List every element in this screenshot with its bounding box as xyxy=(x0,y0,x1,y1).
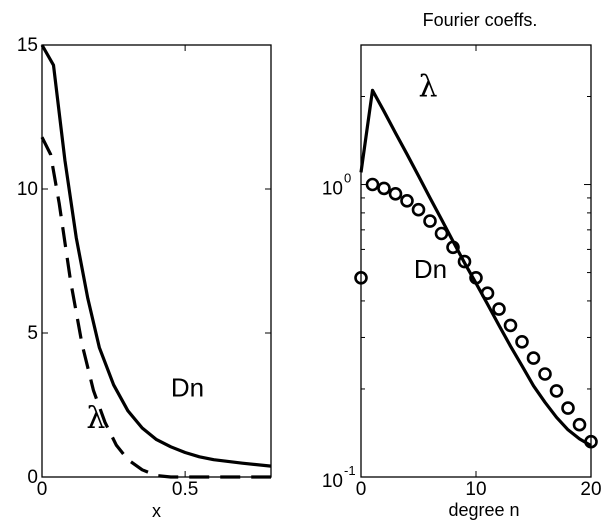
right-x-tick-label: 0 xyxy=(356,479,367,500)
left-panel: 0 0.5 0 5 10 15 Dn λ x xyxy=(17,35,272,521)
left-dashed-line xyxy=(40,136,271,479)
right-x-tick-label: 10 xyxy=(465,479,486,500)
left-y-tick-label: 10 xyxy=(17,179,38,200)
right-dn-marker xyxy=(365,177,380,192)
right-dn-marker xyxy=(400,194,414,208)
right-dn-marker xyxy=(423,214,437,228)
right-dn-marker xyxy=(411,202,426,217)
right-lambda-label: λ xyxy=(419,69,438,104)
left-annotations: Dn λ xyxy=(86,372,204,436)
right-dn-marker xyxy=(469,270,483,285)
right-dn-marker xyxy=(538,367,552,381)
right-dn-marker xyxy=(503,318,518,333)
right-dn-marker xyxy=(515,334,529,349)
left-solid-line xyxy=(40,44,272,468)
left-y-tick-label: 0 xyxy=(27,467,38,488)
right-dn-marker xyxy=(446,240,460,255)
right-y-tick-label: 10 xyxy=(322,471,343,492)
right-x-tick-label: 20 xyxy=(580,479,601,500)
left-y-tick-label: 5 xyxy=(27,323,38,344)
right-dn-marker xyxy=(457,254,472,269)
right-x-axis-label: degree n xyxy=(448,500,519,520)
right-dn-marker xyxy=(354,270,368,285)
left-series xyxy=(40,44,272,479)
left-plot-frame xyxy=(41,44,272,478)
right-dn-marker xyxy=(480,286,495,301)
right-y-tick-label: 10 xyxy=(322,179,343,200)
right-dn-label: Dn xyxy=(414,254,447,284)
left-x-tick-label: 0.5 xyxy=(172,479,198,500)
right-y-tick-exponent: 0 xyxy=(344,171,351,186)
right-dn-marker xyxy=(549,384,564,398)
left-ticks: 0 0.5 0 5 10 15 xyxy=(17,35,271,500)
right-dn-marker xyxy=(526,351,541,365)
left-lambda-label: λ xyxy=(86,401,105,436)
left-y-tick-label: 15 xyxy=(17,35,38,56)
right-chart-title: Fourier coeffs. xyxy=(423,10,538,30)
right-dn-marker xyxy=(434,226,449,241)
right-dn-marker xyxy=(561,401,575,415)
right-series xyxy=(354,88,598,449)
right-dn-marker xyxy=(572,417,587,432)
right-dn-marker xyxy=(492,302,506,316)
right-annotations: λ Dn xyxy=(414,69,447,283)
right-y-tick-exponent: -1 xyxy=(344,463,356,478)
left-x-tick-label: 0 xyxy=(37,479,48,500)
left-x-axis-label: x xyxy=(152,501,161,521)
right-dn-marker xyxy=(584,434,598,449)
right-dn-marker xyxy=(388,187,403,201)
right-dn-marker xyxy=(377,181,391,196)
left-dn-label: Dn xyxy=(171,372,204,402)
